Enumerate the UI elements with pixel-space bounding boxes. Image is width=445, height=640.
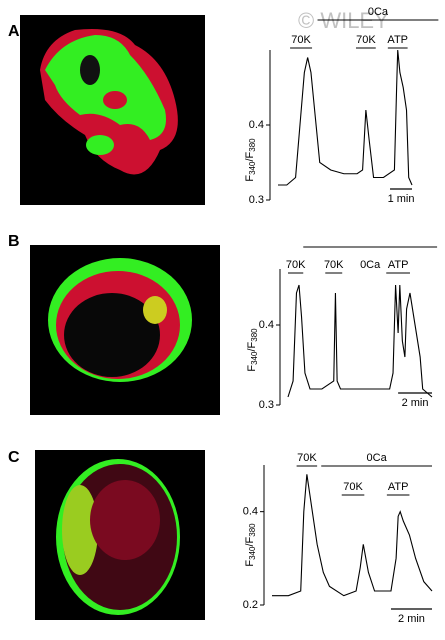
stimulus-label: 0Ca (368, 6, 389, 18)
trace (272, 474, 433, 597)
scale-bar-label: 2 min (398, 613, 425, 625)
scale-bar-label: 2 min (402, 397, 429, 409)
y-axis-label: F340/F380 (244, 138, 257, 182)
y-label-part: /F (246, 341, 258, 351)
y-tick-label: 0.3 (249, 194, 264, 206)
y-tick-label: 0.4 (243, 506, 258, 518)
y-label-part: 340 (250, 351, 259, 365)
y-label-part: 340 (248, 161, 257, 175)
y-tick-label: 0.4 (249, 119, 264, 131)
y-axis-label: F340/F380 (246, 328, 259, 372)
stimulus-label: 70K (343, 481, 363, 493)
stimulus-label: 70K (356, 34, 376, 46)
micrograph-a (20, 15, 205, 205)
stimulus-label: 0Ca (360, 259, 381, 271)
micrograph-c (35, 450, 205, 620)
stimulus-label: ATP (388, 259, 409, 271)
scale-bar-label: 1 min (388, 193, 415, 205)
y-tick-label: 0.3 (259, 399, 274, 411)
panel-label: C (8, 449, 20, 466)
y-label-part: /F (244, 151, 256, 161)
micrograph-b (30, 245, 220, 415)
y-label-part: F (244, 175, 256, 182)
y-tick-label: 0.2 (243, 599, 258, 611)
y-label-part: 340 (248, 546, 257, 560)
stimulus-label: ATP (387, 34, 408, 46)
panel-label: B (8, 233, 20, 250)
stimulus-label: 70K (291, 34, 311, 46)
stimulus-label: 70K (324, 259, 344, 271)
trace (287, 284, 433, 398)
y-label-part: 380 (250, 328, 259, 342)
trace (278, 49, 413, 186)
y-axis-label: F340/F380 (244, 523, 257, 567)
stimulus-label: 70K (286, 259, 306, 271)
stimulus-label: ATP (388, 481, 409, 493)
y-label-part: /F (244, 536, 256, 546)
y-tick-label: 0.4 (259, 319, 274, 331)
y-label-part: 380 (248, 138, 257, 152)
panel-label: A (8, 23, 20, 40)
y-label-part: 380 (248, 523, 257, 537)
y-label-part: F (244, 560, 256, 567)
stimulus-label: 70K (297, 452, 317, 464)
stimulus-label: 0Ca (367, 452, 388, 464)
y-label-part: F (246, 365, 258, 372)
